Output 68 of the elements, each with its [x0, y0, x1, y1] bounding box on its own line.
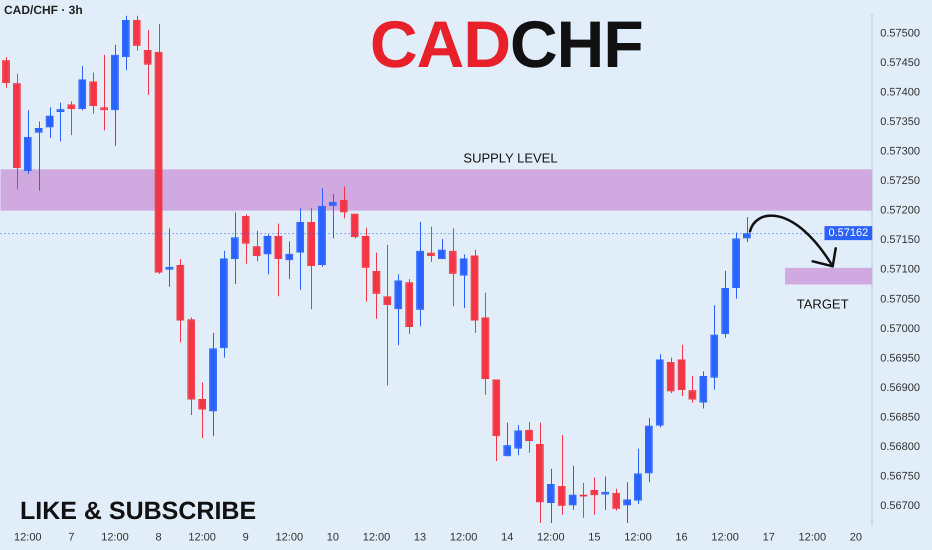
chart-title: CADCHF [370, 7, 643, 81]
candlestick [514, 424, 522, 456]
y-tick-label: 0.57350 [880, 116, 920, 128]
y-tick-label: 0.57150 [880, 234, 920, 246]
candlestick [198, 382, 206, 438]
x-tick-label: 12:00 [537, 531, 565, 544]
candlestick [568, 465, 577, 511]
x-tick-label: 20 [850, 531, 862, 544]
x-tick-label: 16 [675, 531, 688, 544]
candlestick [503, 422, 512, 457]
x-tick-label: 9 [242, 531, 249, 544]
candlestick [2, 56, 10, 88]
candlestick [67, 100, 76, 136]
y-tick-label: 0.57200 [880, 204, 920, 217]
candlestick [350, 213, 359, 239]
x-tick-label: 12:00 [450, 531, 478, 544]
candlestick [558, 434, 566, 516]
band-label: SUPPLY LEVEL [463, 150, 558, 166]
candlestick [285, 240, 294, 280]
candlestick [601, 476, 610, 511]
y-tick-label: 0.56900 [880, 382, 920, 394]
y-tick-label: 0.56850 [880, 411, 920, 424]
x-tick-label: 15 [588, 531, 601, 544]
x-tick-label: 13 [414, 531, 426, 544]
y-tick-label: 0.57250 [880, 175, 920, 188]
x-tick-label: 7 [68, 531, 74, 544]
candlestick [460, 254, 468, 309]
y-tick-label: 0.57450 [880, 57, 920, 70]
y-tick-label: 0.57000 [880, 322, 920, 335]
candlestick [546, 468, 555, 524]
x-tick-label: 12:00 [798, 531, 826, 544]
y-tick-label: 0.57300 [880, 146, 920, 158]
x-tick-label: 10 [326, 531, 340, 544]
x-tick-label: 8 [155, 531, 162, 544]
x-tick-label: 12:00 [624, 531, 652, 544]
candlestick [623, 482, 631, 524]
candlestick [132, 15, 141, 52]
y-tick-label: 0.56700 [880, 500, 920, 512]
band-label: TARGET [796, 296, 849, 312]
candlestick [89, 72, 98, 114]
ref-line-label: 0.57162 [828, 227, 868, 240]
y-tick-label: 0.56750 [880, 470, 920, 482]
x-tick-label: 12:00 [14, 531, 42, 544]
candlestick [56, 102, 64, 142]
x-tick-label: 12:00 [362, 531, 390, 544]
y-tick-label: 0.57100 [880, 264, 920, 276]
candlestick [372, 252, 380, 320]
candlestick [448, 228, 457, 307]
candlestick [590, 477, 598, 516]
candlestick [383, 244, 392, 386]
y-tick-label: 0.57050 [880, 293, 920, 306]
x-tick-label: 12:00 [276, 531, 304, 544]
x-tick-label: 12:00 [711, 531, 739, 544]
candlestick [100, 54, 108, 131]
x-tick-label: 17 [762, 531, 775, 544]
candlestick [612, 488, 620, 512]
y-tick-label: 0.57500 [880, 28, 920, 40]
y-tick-label: 0.56800 [880, 440, 920, 453]
candlestick [144, 29, 152, 96]
x-tick-label: 12:00 [101, 531, 129, 544]
y-tick-label: 0.57400 [880, 86, 920, 99]
y-tick-label: 0.56950 [880, 352, 920, 364]
chart-subtitle: CAD/CHF · 3h [4, 3, 83, 17]
x-tick-label: 12:00 [188, 531, 216, 544]
x-tick-label: 14 [501, 531, 514, 544]
annotation: LIKE & SUBSCRIBE [20, 497, 256, 526]
candlestick [274, 223, 282, 297]
candlestick [427, 226, 435, 263]
